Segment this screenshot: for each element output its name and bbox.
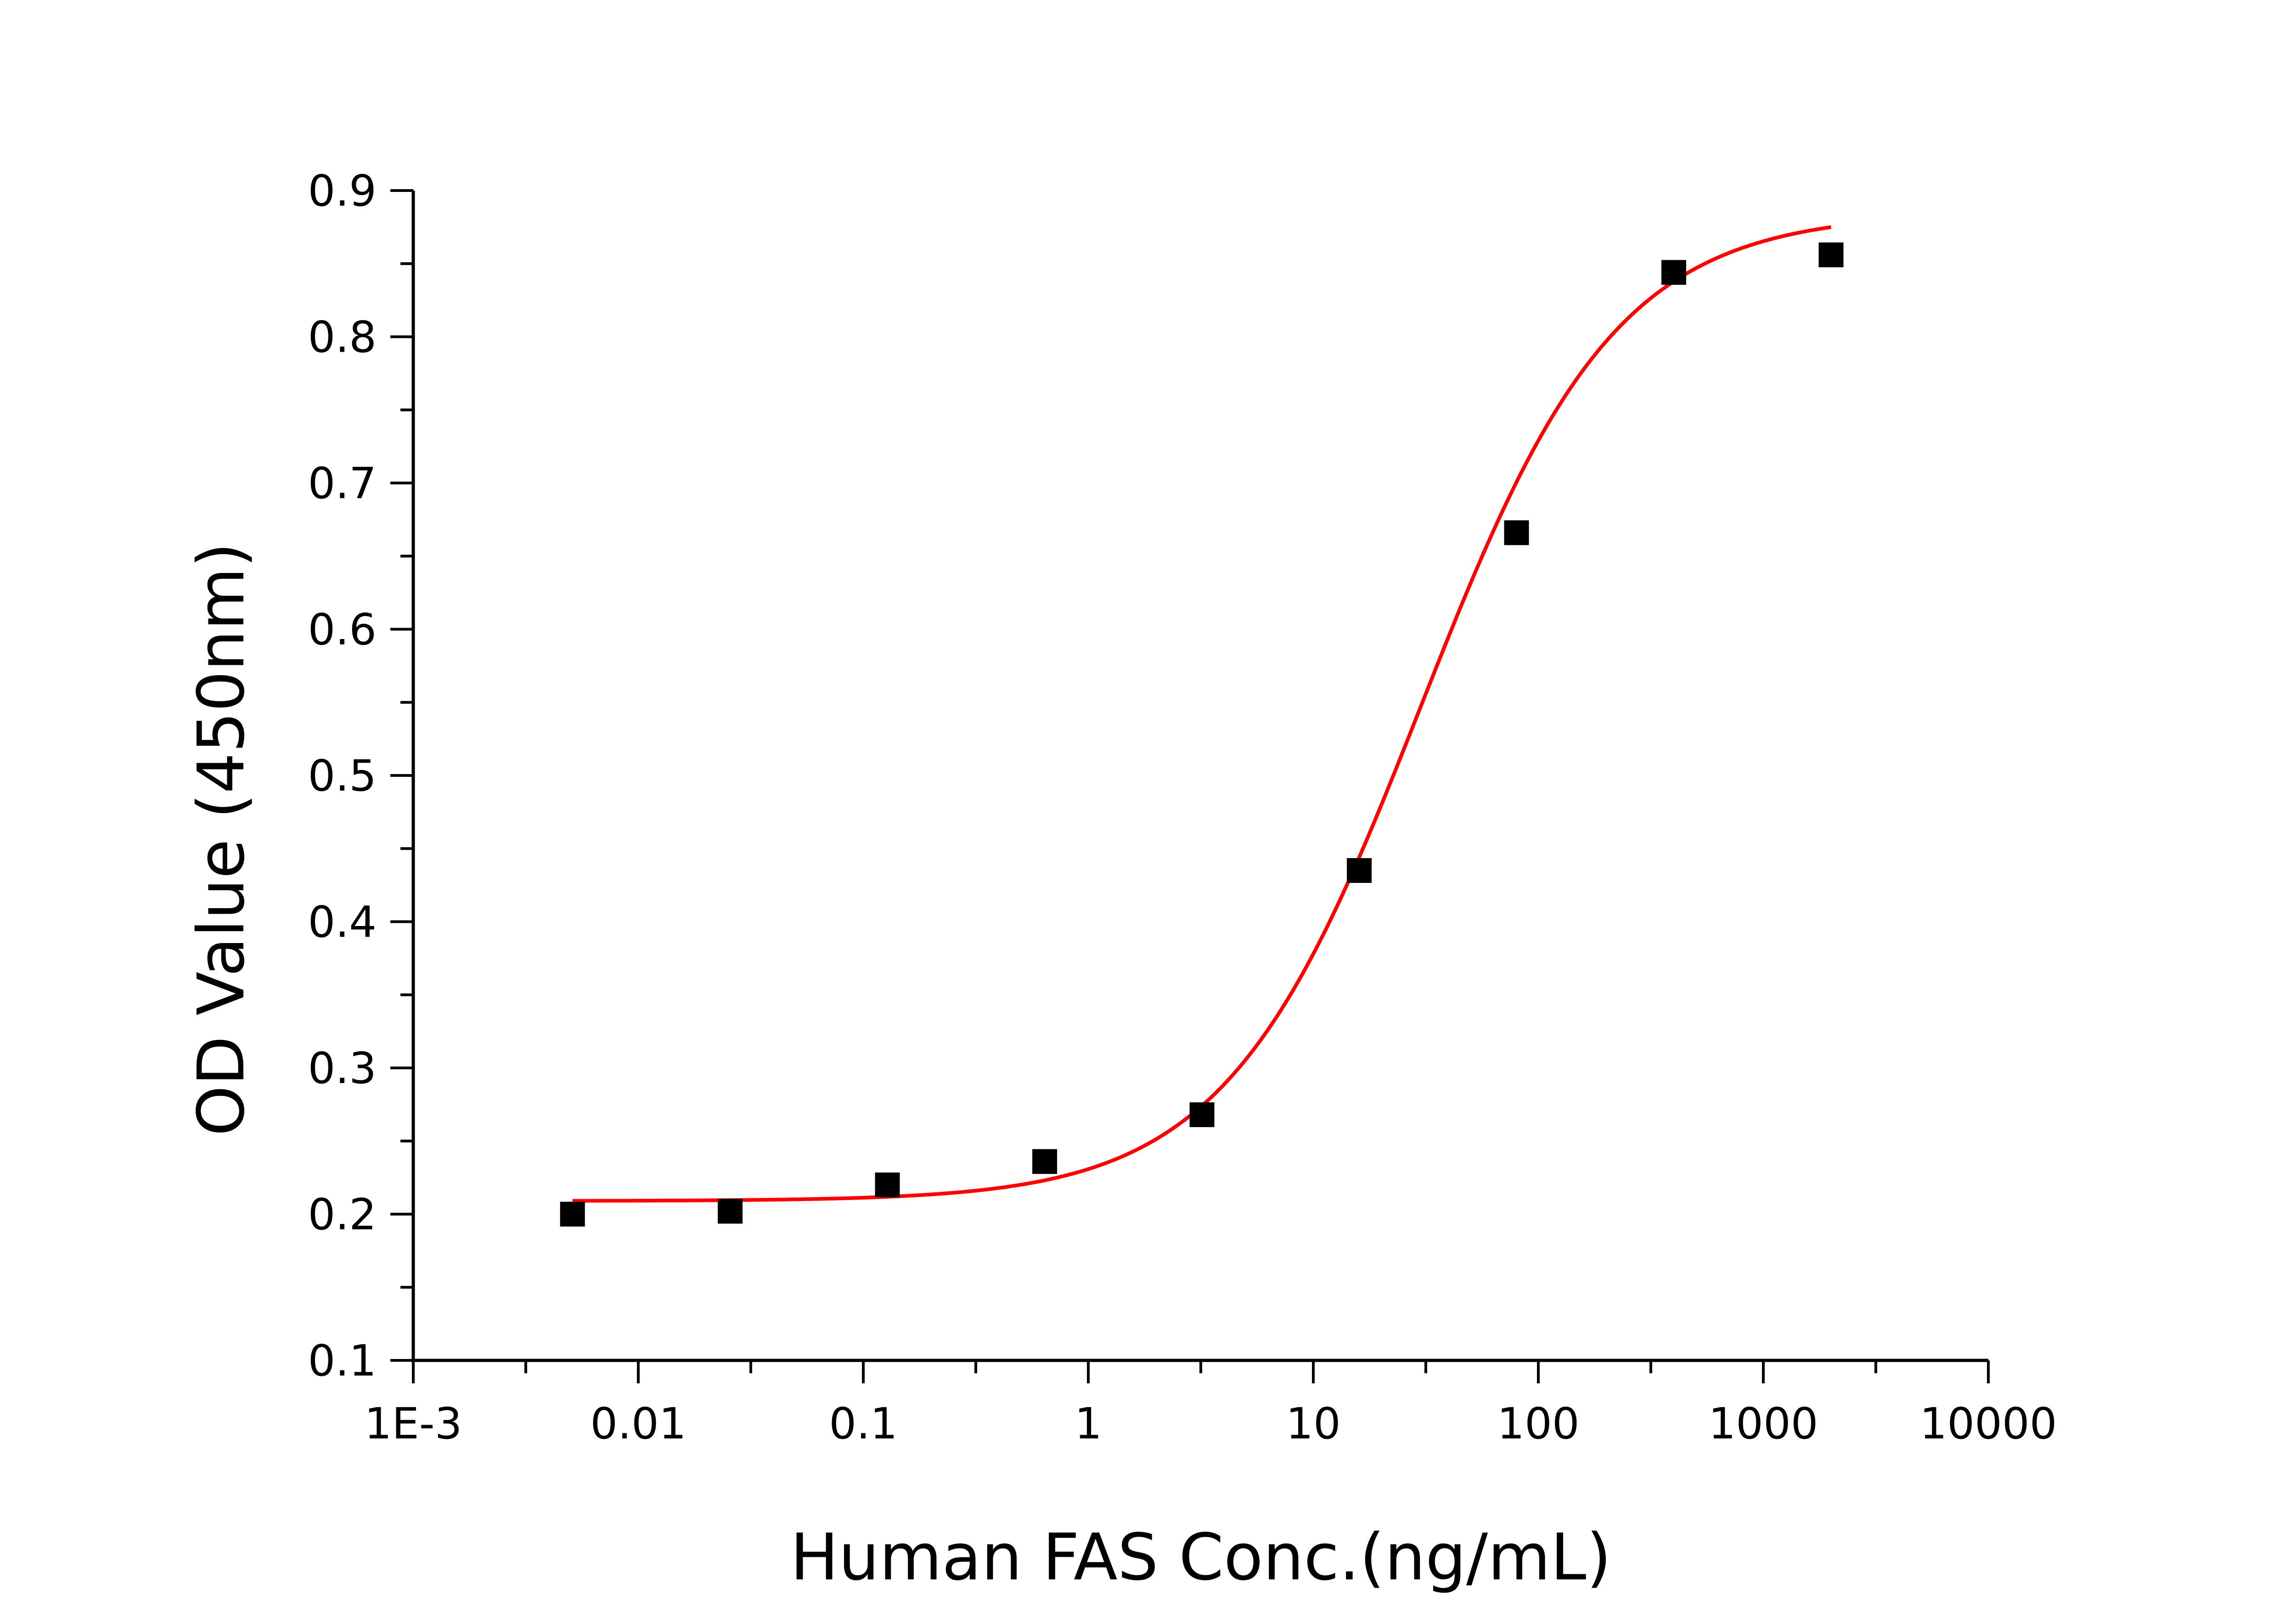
data-point bbox=[1818, 242, 1844, 268]
data-point bbox=[718, 1199, 743, 1224]
data-point bbox=[1189, 1102, 1215, 1127]
x-tick-label: 0.01 bbox=[590, 1399, 686, 1449]
data-point bbox=[1347, 858, 1372, 883]
x-tick-label: 1 bbox=[1075, 1399, 1102, 1449]
y-tick-label: 0.4 bbox=[308, 898, 377, 948]
y-tick-label: 0.7 bbox=[308, 459, 377, 509]
y-axis-ticks: 0.1 0.2 0.3 0.4 0.5 0.6 0.7 0.8 0.9 bbox=[308, 166, 413, 1386]
fit-curve bbox=[572, 225, 1832, 1203]
y-tick-label: 0.2 bbox=[308, 1190, 377, 1240]
y-tick-label: 0.5 bbox=[308, 751, 377, 801]
x-tick-label: 10 bbox=[1286, 1399, 1341, 1449]
x-tick-label: 1000 bbox=[1708, 1399, 1818, 1449]
x-tick-label: 0.1 bbox=[829, 1399, 898, 1449]
x-tick-label: 1E-3 bbox=[365, 1399, 462, 1449]
data-point bbox=[1504, 520, 1529, 545]
x-tick-label: 10000 bbox=[1919, 1399, 2057, 1449]
y-tick-label: 0.8 bbox=[308, 313, 377, 363]
axes bbox=[411, 191, 1988, 1362]
x-tick-label: 100 bbox=[1497, 1399, 1579, 1449]
data-point bbox=[1032, 1149, 1058, 1174]
data-point bbox=[560, 1202, 585, 1227]
x-axis-title: Human FAS Conc.(ng/mL) bbox=[790, 1520, 1611, 1595]
y-tick-label: 0.6 bbox=[308, 605, 377, 655]
data-point bbox=[1661, 260, 1687, 285]
y-tick-label: 0.9 bbox=[308, 166, 377, 216]
y-axis-title: OD Value (450nm) bbox=[184, 542, 259, 1136]
x-axis-ticks: 1E-3 0.01 0.1 1 10 100 1000 10000 bbox=[365, 1360, 2057, 1449]
y-tick-label: 0.3 bbox=[308, 1044, 377, 1094]
y-tick-label: 0.1 bbox=[308, 1336, 377, 1386]
data-point bbox=[875, 1172, 900, 1197]
data-points bbox=[560, 242, 1844, 1227]
